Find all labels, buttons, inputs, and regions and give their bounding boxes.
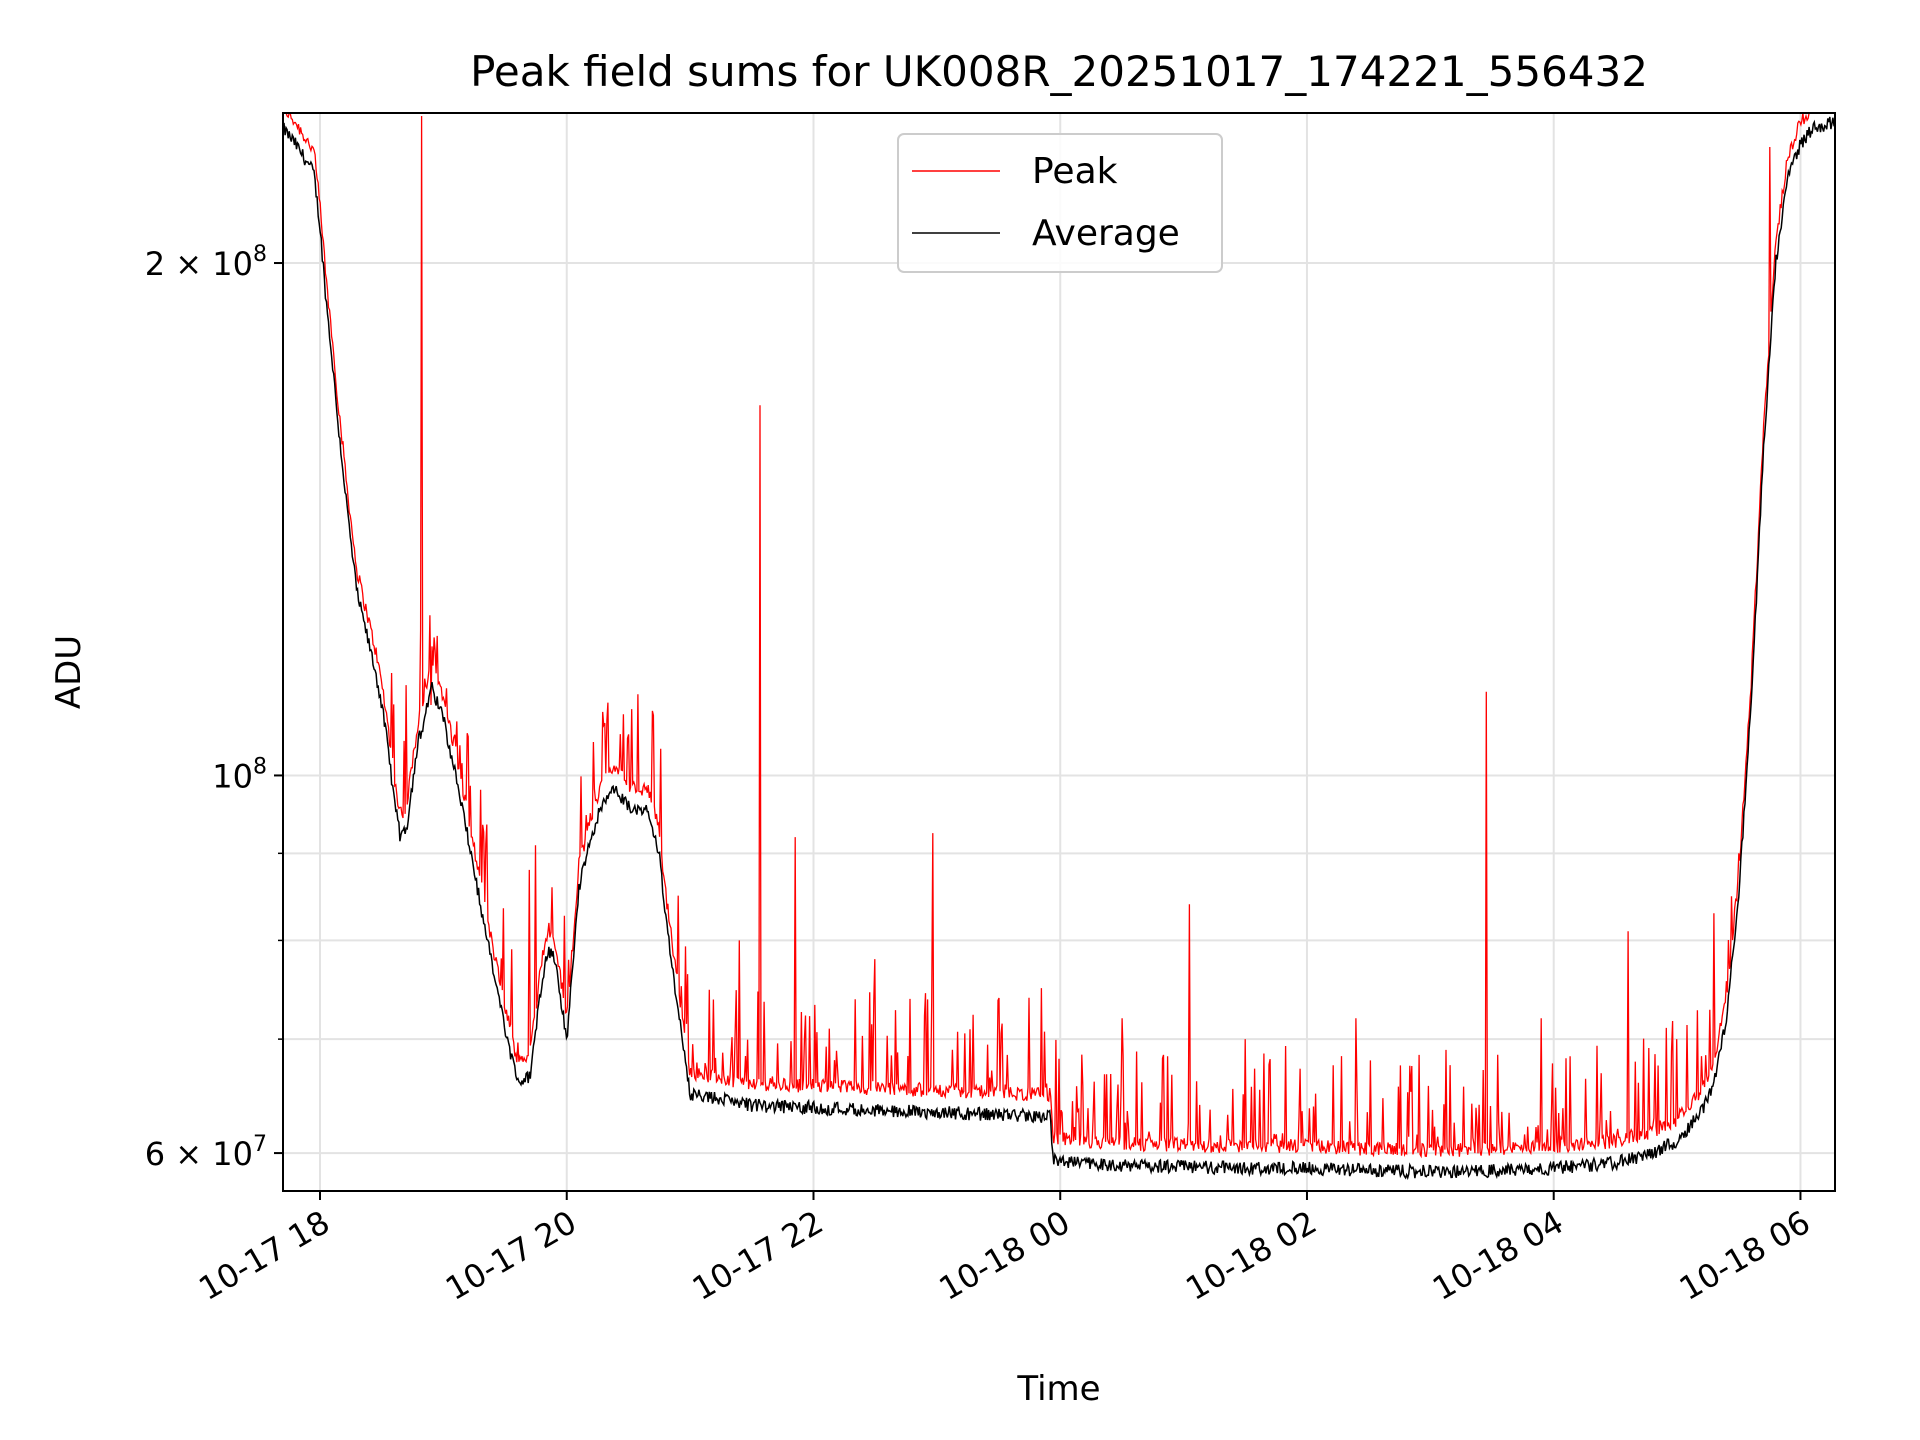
y-tick-label-exponent: 7 bbox=[253, 1132, 267, 1157]
y-tick-label-base: 2 × 10 bbox=[145, 245, 253, 283]
y-tick-label: 6 × 107 bbox=[145, 1132, 267, 1173]
legend-peak-label: Peak bbox=[1032, 151, 1118, 192]
y-tick-label: 108 bbox=[212, 754, 267, 795]
chart-title: Peak field sums for UK008R_20251017_1742… bbox=[470, 47, 1648, 96]
y-tick-label-exponent: 8 bbox=[253, 242, 267, 267]
average-series-line bbox=[282, 116, 1836, 1181]
y-tick-label-base: 6 × 10 bbox=[145, 1135, 253, 1173]
y-tick-label-base: 10 bbox=[212, 757, 253, 795]
y-tick-label: 2 × 108 bbox=[145, 242, 267, 283]
legend-average-label: Average bbox=[1032, 213, 1180, 254]
legend: Peak Average bbox=[897, 133, 1223, 273]
x-axis-label: Time bbox=[1016, 1369, 1100, 1409]
plot-frame bbox=[282, 112, 1836, 1192]
peak-series-line bbox=[283, 112, 1835, 1159]
y-tick-label-exponent: 8 bbox=[253, 754, 267, 779]
grid bbox=[283, 113, 1835, 1191]
y-axis-label: ADU bbox=[49, 635, 89, 709]
legend-box bbox=[897, 133, 1223, 273]
plot-series bbox=[282, 112, 1836, 1181]
